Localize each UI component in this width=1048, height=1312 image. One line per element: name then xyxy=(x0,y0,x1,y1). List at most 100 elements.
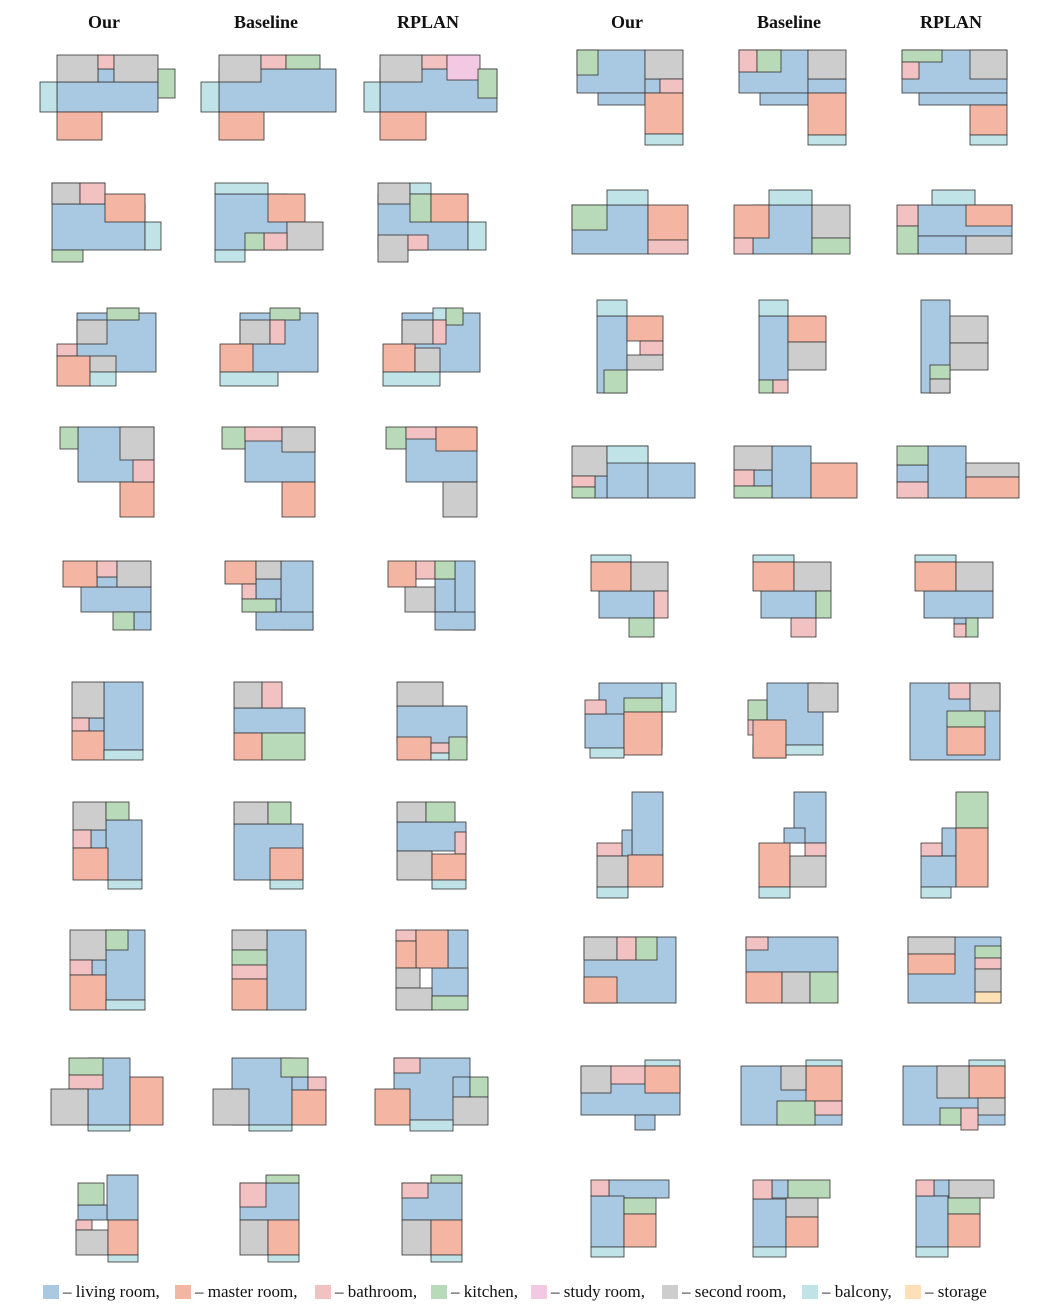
room xyxy=(88,717,105,732)
legend-label: – kitchen, xyxy=(450,1282,518,1301)
room xyxy=(395,940,417,969)
room xyxy=(807,49,847,80)
room xyxy=(947,1197,981,1215)
floor-plan xyxy=(896,445,1020,499)
room xyxy=(598,590,655,619)
floor-plan xyxy=(920,299,989,394)
room xyxy=(97,68,115,83)
room xyxy=(218,54,262,83)
room xyxy=(233,732,263,761)
room xyxy=(56,343,78,357)
room xyxy=(219,343,254,373)
room xyxy=(291,1076,309,1091)
room xyxy=(396,821,467,852)
room xyxy=(56,54,99,83)
room xyxy=(477,68,498,99)
room xyxy=(787,1179,831,1199)
room xyxy=(267,193,306,223)
legend-swatch xyxy=(531,1285,547,1299)
floor-plan xyxy=(62,560,152,631)
floor-plan xyxy=(56,307,157,387)
room xyxy=(281,481,316,518)
room xyxy=(590,1179,610,1197)
room xyxy=(105,819,143,881)
column-header: Our xyxy=(88,12,120,32)
room xyxy=(382,371,441,387)
room xyxy=(69,974,107,1011)
floor-plan xyxy=(738,49,847,146)
room xyxy=(969,682,1001,712)
room xyxy=(75,1219,93,1231)
room xyxy=(807,134,847,146)
floor-plan xyxy=(221,426,316,518)
room xyxy=(105,999,146,1011)
room xyxy=(119,481,155,518)
room xyxy=(248,1124,293,1132)
room xyxy=(974,957,1002,970)
room xyxy=(77,1182,105,1206)
room xyxy=(452,1096,489,1126)
room xyxy=(920,886,952,899)
room xyxy=(810,462,858,499)
floor-plan xyxy=(747,682,839,759)
room xyxy=(395,987,433,1011)
room xyxy=(606,445,649,464)
room xyxy=(571,445,608,477)
room xyxy=(267,1254,300,1263)
room xyxy=(915,1246,949,1258)
room xyxy=(772,379,789,394)
room xyxy=(39,81,58,113)
room xyxy=(626,354,664,371)
room xyxy=(377,182,411,205)
room xyxy=(759,92,809,106)
room xyxy=(733,445,773,471)
room xyxy=(907,953,956,975)
room xyxy=(105,801,130,821)
room xyxy=(946,710,986,728)
column-header: RPLAN xyxy=(397,12,459,32)
room xyxy=(395,967,421,989)
room xyxy=(815,590,832,619)
room xyxy=(896,445,929,466)
room xyxy=(814,1100,843,1116)
room xyxy=(393,1057,421,1074)
legend-swatch xyxy=(662,1285,678,1299)
floor-plan xyxy=(571,445,696,499)
room xyxy=(901,49,943,63)
floor-plan xyxy=(382,307,481,387)
room xyxy=(87,1124,131,1132)
room xyxy=(752,719,787,759)
room xyxy=(616,936,637,961)
floor-plan xyxy=(396,801,467,890)
room xyxy=(752,1246,787,1258)
room xyxy=(414,347,441,373)
room xyxy=(212,1088,250,1126)
room xyxy=(69,959,93,976)
room xyxy=(382,343,416,373)
room xyxy=(269,879,304,890)
room xyxy=(974,991,1002,1004)
room xyxy=(948,1179,995,1199)
floor-plan xyxy=(72,801,143,890)
floor-plan xyxy=(733,189,851,255)
room xyxy=(789,855,827,888)
room xyxy=(434,560,456,580)
room xyxy=(590,561,632,592)
room xyxy=(758,842,791,888)
room xyxy=(785,1197,819,1218)
room xyxy=(647,204,689,241)
room xyxy=(214,249,246,263)
room xyxy=(255,578,282,600)
room xyxy=(776,1100,816,1126)
room xyxy=(401,1182,429,1199)
room xyxy=(241,598,277,613)
room xyxy=(896,481,929,499)
room xyxy=(969,49,1008,80)
room xyxy=(610,1065,646,1085)
room xyxy=(432,307,447,321)
floor-plan xyxy=(401,1174,463,1263)
room xyxy=(807,78,847,94)
legend-swatch xyxy=(43,1285,59,1299)
column-header: Baseline xyxy=(234,12,298,32)
room xyxy=(239,1219,269,1256)
